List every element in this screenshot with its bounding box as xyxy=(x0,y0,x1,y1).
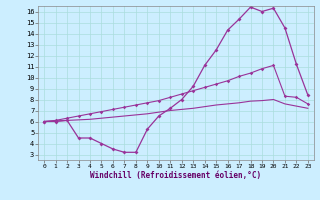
X-axis label: Windchill (Refroidissement éolien,°C): Windchill (Refroidissement éolien,°C) xyxy=(91,171,261,180)
